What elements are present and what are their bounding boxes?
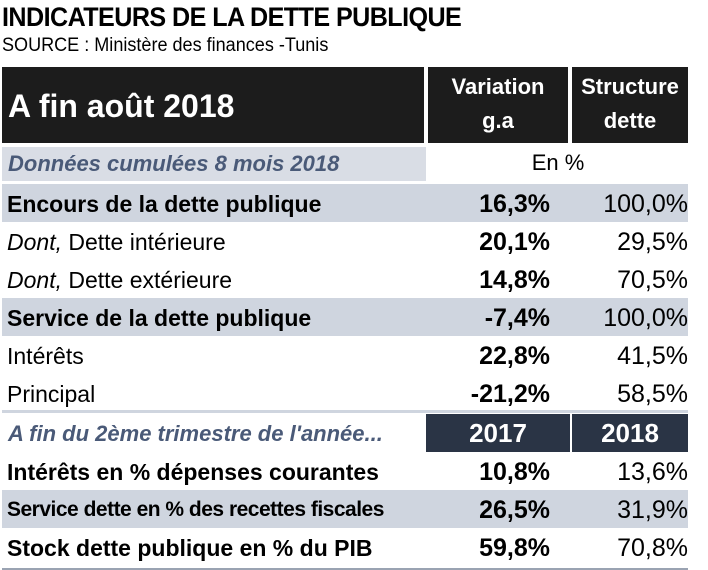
variation-value: 14,8% [479, 266, 550, 294]
value-2017: 26,5% [479, 496, 550, 524]
structure-value: 58,5% [617, 380, 688, 408]
section1-label: Données cumulées 8 mois 2018 [8, 151, 340, 176]
section1-subheader: Données cumulées 8 mois 2018 [2, 147, 426, 181]
row-label: Dont, Dette extérieure [7, 265, 232, 295]
row-label-prefix: Dont, [7, 267, 62, 293]
variation-value: 22,8% [479, 342, 550, 370]
row-label: Intérêts [7, 343, 84, 369]
value-2017: 59,8% [479, 534, 550, 562]
structure-value: 100,0% [603, 304, 688, 332]
table-row: Principal -21,2% 58,5% [2, 374, 688, 412]
table-row: Service de la dette publique -7,4% 100,0… [2, 298, 688, 336]
section-divider [2, 410, 688, 413]
variation-header-line1: Variation [451, 74, 545, 99]
structure-header-line1: Structure [581, 74, 679, 99]
section2-label: A fin du 2ème trimestre de l'année... [8, 421, 383, 446]
row-label: Service de la dette publique [7, 305, 312, 331]
table-row: Dont, Dette intérieure 20,1% 29,5% [2, 222, 688, 260]
period-label: A fin août 2018 [8, 88, 235, 124]
variation-value: 16,3% [479, 190, 550, 218]
unit-label: En % [531, 150, 585, 175]
row-label-prefix: Dont, [7, 229, 62, 255]
year-header-2017: 2017 [426, 414, 570, 452]
table-row: Service dette en % des recettes fiscales… [2, 490, 688, 528]
variation-value: -21,2% [470, 380, 550, 408]
row-label: Intérêts en % dépenses courantes [7, 459, 379, 485]
variation-value: -7,4% [484, 304, 550, 332]
year-header-2018: 2018 [572, 414, 688, 452]
table-row: Intérêts 22,8% 41,5% [2, 336, 688, 374]
structure-column-header: Structure dette [572, 67, 688, 143]
structure-value: 100,0% [603, 190, 688, 218]
variation-column-header: Variation g.a [428, 67, 568, 143]
row-label: Dont, Dette intérieure [7, 227, 226, 257]
period-header: A fin août 2018 [2, 67, 424, 143]
row-label: Principal [7, 381, 96, 407]
table-row: Intérêts en % dépenses courantes 10,8% 1… [2, 452, 688, 490]
row-label: Service dette en % des recettes fiscales [7, 498, 384, 521]
section2-subheader: A fin du 2ème trimestre de l'année... [2, 414, 426, 452]
table-row: Encours de la dette publique 16,3% 100,0… [2, 184, 688, 222]
structure-value: 29,5% [617, 228, 688, 256]
row-label-text: Dette extérieure [61, 267, 233, 293]
structure-value: 41,5% [617, 342, 688, 370]
structure-value: 70,5% [617, 266, 688, 294]
table-bottom-border [2, 568, 688, 570]
source-note: SOURCE : Ministère des finances -Tunis [2, 35, 329, 56]
value-2018: 70,8% [617, 534, 688, 562]
structure-header-line2: dette [603, 108, 657, 133]
row-label-text: Dette intérieure [61, 229, 226, 255]
value-2018: 31,9% [617, 496, 688, 524]
value-2017: 10,8% [479, 458, 550, 486]
variation-header-line2: g.a [482, 108, 514, 133]
row-label: Stock dette publique en % du PIB [7, 535, 373, 561]
table-row: Dont, Dette extérieure 14,8% 70,5% [2, 260, 688, 298]
value-2018: 13,6% [617, 458, 688, 486]
variation-value: 20,1% [479, 228, 550, 256]
table-row: Stock dette publique en % du PIB 59,8% 7… [2, 528, 688, 566]
page-title: INDICATEURS DE LA DETTE PUBLIQUE [2, 2, 462, 32]
row-label: Encours de la dette publique [7, 191, 322, 217]
